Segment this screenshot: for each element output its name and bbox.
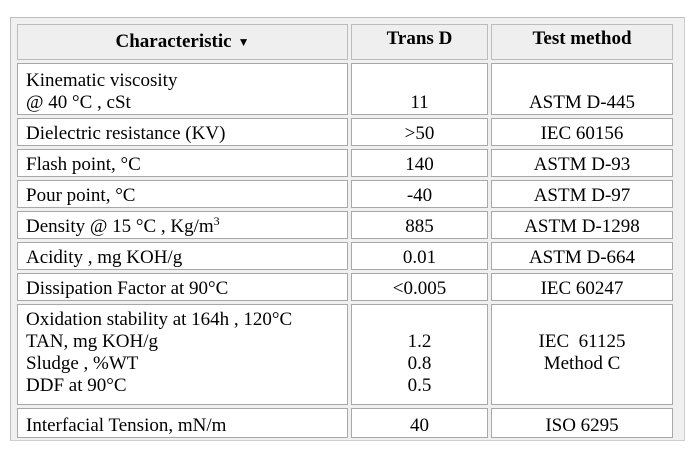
trans-d-value: 140 <box>351 149 488 177</box>
test-method-value: ASTM D-445 <box>491 63 673 115</box>
characteristic-line: Sludge , %WT <box>26 353 139 374</box>
test-method-value: IEC 60156 <box>491 118 673 146</box>
test-method-line: Method C <box>543 353 621 374</box>
characteristic-line: Kinematic viscosity <box>26 70 178 91</box>
trans-d-value: 40 <box>351 408 488 438</box>
trans-d-value: <0.005 <box>351 273 488 301</box>
characteristic-superscript: 3 <box>213 214 220 228</box>
test-method-value: ISO 6295 <box>491 408 673 438</box>
characteristic-cell: Flash point, °C <box>17 149 348 177</box>
test-method-value: ASTM D-1298 <box>491 211 673 239</box>
table-row: Oxidation stability at 164h , 120°C TAN,… <box>17 304 673 405</box>
characteristic-line: Oxidation stability at 164h , 120°C <box>26 309 293 330</box>
column-header-test-method: Test method <box>491 24 673 60</box>
trans-d-value-line: 0.8 <box>407 353 432 374</box>
test-method-line: IEC 61125 <box>538 331 626 352</box>
characteristic-cell: Interfacial Tension, mN/m <box>17 408 348 438</box>
trans-d-value-line: 0.5 <box>407 375 432 396</box>
test-method-value: IEC 61125 Method C <box>491 304 673 405</box>
sort-down-arrow-icon[interactable]: ▼ <box>237 35 250 49</box>
characteristic-cell: Oxidation stability at 164h , 120°C TAN,… <box>17 304 348 405</box>
spec-table: Characteristic ▼ Trans D Test method Kine… <box>14 21 676 441</box>
table-row: Kinematic viscosity @ 40 °C , cSt 11 AST… <box>17 63 673 115</box>
header-row: Characteristic ▼ Trans D Test method <box>17 24 673 60</box>
table-row: Pour point, °C -40 ASTM D-97 <box>17 180 673 208</box>
test-method-value: ASTM D-664 <box>491 242 673 270</box>
trans-d-value: 11 <box>351 63 488 115</box>
characteristic-line: TAN, mg KOH/g <box>26 331 158 352</box>
characteristic-cell: Density @ 15 °C , Kg/m3 <box>17 211 348 239</box>
trans-d-value: 885 <box>351 211 488 239</box>
characteristic-cell: Acidity , mg KOH/g <box>17 242 348 270</box>
test-method-value: ASTM D-97 <box>491 180 673 208</box>
trans-d-value: 1.2 0.8 0.5 <box>351 304 488 405</box>
trans-d-value: 0.01 <box>351 242 488 270</box>
characteristic-cell: Dielectric resistance (KV) <box>17 118 348 146</box>
characteristic-cell: Kinematic viscosity @ 40 °C , cSt <box>17 63 348 115</box>
characteristic-cell: Pour point, °C <box>17 180 348 208</box>
characteristic-line: @ 40 °C , cSt <box>26 92 131 113</box>
table-row: Dissipation Factor at 90°C <0.005 IEC 60… <box>17 273 673 301</box>
column-header-trans-d: Trans D <box>351 24 488 60</box>
column-header-characteristic-label: Characteristic <box>115 31 232 52</box>
table-row: Dielectric resistance (KV) >50 IEC 60156 <box>17 118 673 146</box>
test-method-value: ASTM D-93 <box>491 149 673 177</box>
characteristic-line: DDF at 90°C <box>26 375 127 396</box>
trans-d-value: -40 <box>351 180 488 208</box>
table-row: Density @ 15 °C , Kg/m3 885 ASTM D-1298 <box>17 211 673 239</box>
table-row: Flash point, °C 140 ASTM D-93 <box>17 149 673 177</box>
trans-d-value: >50 <box>351 118 488 146</box>
characteristic-cell: Dissipation Factor at 90°C <box>17 273 348 301</box>
table-row: Interfacial Tension, mN/m 40 ISO 6295 <box>17 408 673 438</box>
trans-d-value-line: 1.2 <box>407 331 432 352</box>
test-method-value: IEC 60247 <box>491 273 673 301</box>
column-header-characteristic[interactable]: Characteristic ▼ <box>17 24 348 60</box>
characteristic-label: Density @ 15 °C , Kg/m <box>26 216 214 237</box>
table-row: Acidity , mg KOH/g 0.01 ASTM D-664 <box>17 242 673 270</box>
